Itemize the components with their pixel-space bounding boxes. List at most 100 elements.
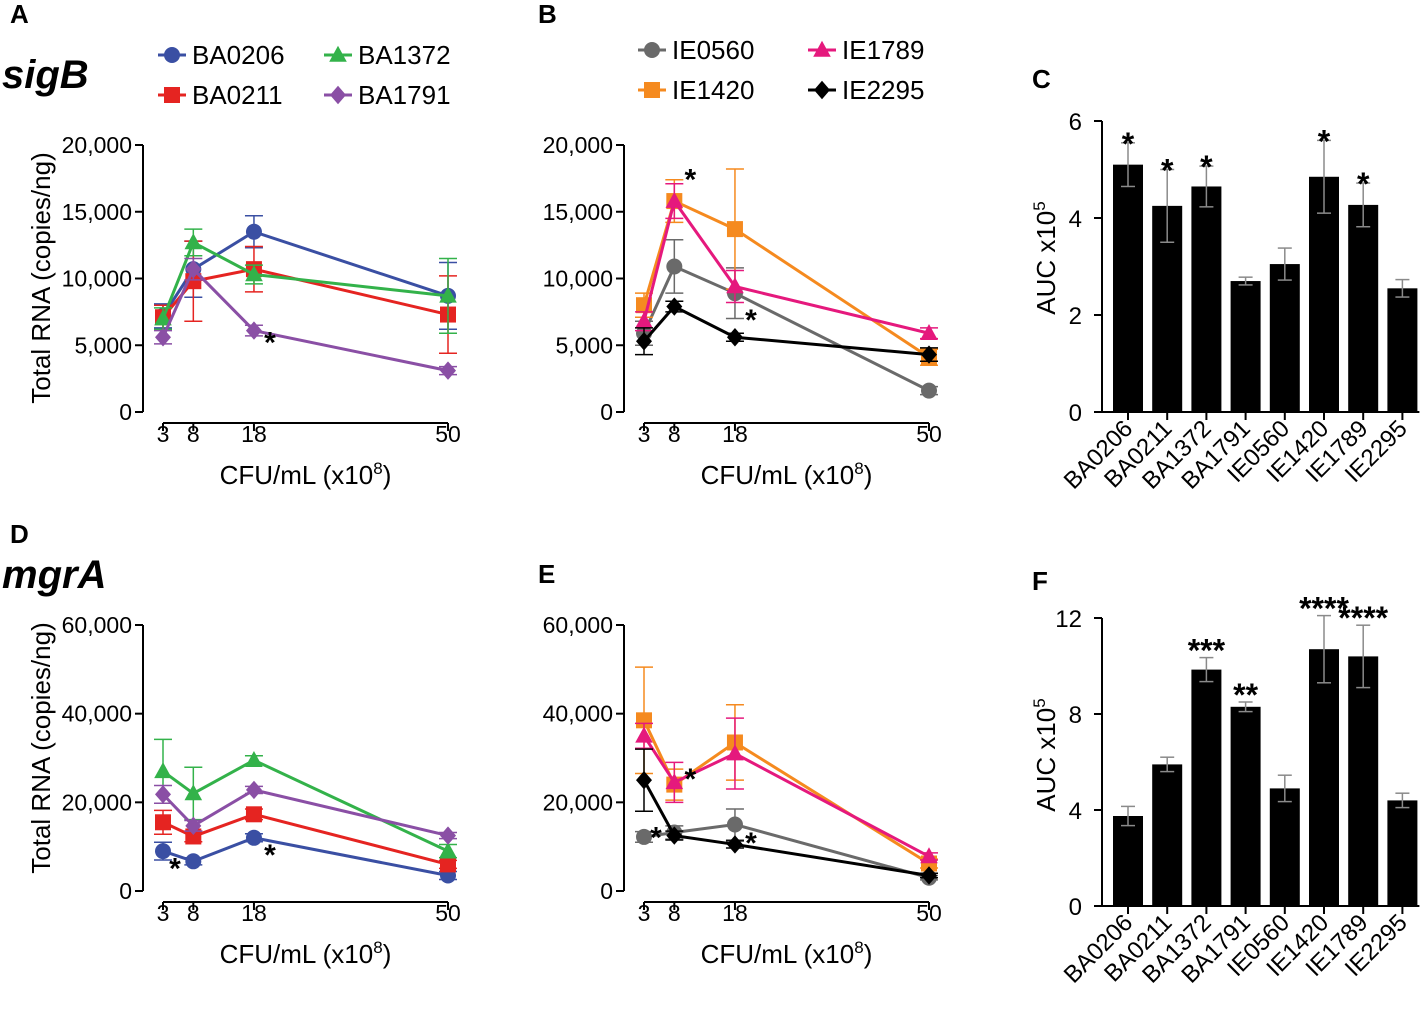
panel-a-line-chart: A 0 5,000 10,000 15,000 20,000 3 8 18 50 CFU/mL (x… xyxy=(10,0,461,490)
significance-star: * xyxy=(684,164,696,197)
series-ba1791 xyxy=(154,257,457,380)
series-line xyxy=(161,230,449,317)
legend-marker-triangle xyxy=(329,45,347,62)
series-ie1789 xyxy=(635,717,938,864)
series-ie1420 xyxy=(635,666,938,872)
x-tick-label: 3 xyxy=(638,900,651,926)
series-ba0211 xyxy=(154,806,457,873)
series-ba0206 xyxy=(154,829,457,884)
data-point-square xyxy=(440,856,456,873)
y-tick-label: 10,000 xyxy=(62,266,132,292)
bar-ba1791 xyxy=(1230,706,1261,906)
series-ie2295 xyxy=(635,297,938,364)
x-tick-label: 18 xyxy=(241,421,267,447)
panel-d-line-chart: D 0 20,000 40,000 60,000 3 8 18 50 CFU/mL (x108) T… xyxy=(10,519,461,969)
series-ie2295 xyxy=(635,748,938,885)
y-tick-label: 20,000 xyxy=(543,789,613,815)
bar-ie2295 xyxy=(1387,288,1418,412)
y-tick-label: 0 xyxy=(600,399,613,425)
y-tick-label: 10,000 xyxy=(543,266,613,292)
legend-marker-triangle xyxy=(813,40,831,57)
y-tick-label: 20,000 xyxy=(62,789,132,815)
bar-ba1372 xyxy=(1191,669,1222,906)
x-tick-label: 3 xyxy=(638,421,651,447)
series-ba1372 xyxy=(154,228,457,334)
series-line xyxy=(642,719,930,865)
series-ba1791 xyxy=(154,780,457,845)
panel-letter: E xyxy=(538,559,555,589)
x-tick-label: 50 xyxy=(916,421,942,447)
bar-ie0560 xyxy=(1269,788,1300,906)
series-line xyxy=(162,812,449,866)
y-tick-label: 0 xyxy=(119,878,132,904)
data-point-circle xyxy=(185,853,202,870)
data-point-triangle xyxy=(439,841,457,858)
x-tick-label: 8 xyxy=(187,900,200,926)
bar-ie1420 xyxy=(1309,176,1339,412)
y-tick-label: 40,000 xyxy=(543,701,613,727)
panel-b-line-chart: B 0 5,000 10,000 15,000 20,000 3 8 18 50 CFU/mL (x… xyxy=(538,0,942,490)
y-tick-label: 60,000 xyxy=(543,612,613,638)
bar-ie1789 xyxy=(1348,204,1379,412)
data-point-diamond xyxy=(666,826,683,845)
data-point-diamond xyxy=(726,328,743,347)
series-line xyxy=(642,735,930,858)
bar-ie0560 xyxy=(1269,264,1300,412)
bar-ba0206 xyxy=(1113,816,1143,906)
data-point-triangle xyxy=(665,191,684,208)
series-line xyxy=(162,758,449,853)
panel-letter: A xyxy=(10,0,29,29)
significance-star: * xyxy=(650,821,662,854)
y-axis-title: AUC x105 xyxy=(1030,201,1061,315)
data-point-diamond xyxy=(155,785,171,804)
data-point-diamond xyxy=(245,321,262,340)
data-point-diamond xyxy=(921,866,937,885)
data-point-diamond xyxy=(155,328,171,347)
data-point-diamond xyxy=(921,345,937,364)
data-point-circle xyxy=(921,382,937,399)
data-point-circle xyxy=(245,829,262,846)
data-point-triangle xyxy=(726,744,744,761)
x-tick-label: 18 xyxy=(722,421,748,447)
data-point-diamond xyxy=(726,835,743,854)
series-ba1372 xyxy=(154,738,457,859)
panel-e-line-chart: E 0 20,000 40,000 60,000 3 8 18 50 CFU/mL (x108) *… xyxy=(538,559,942,969)
data-point-triangle xyxy=(245,265,263,282)
significance-star: * xyxy=(264,327,276,360)
y-tick-label: 5,000 xyxy=(555,332,613,358)
y-tick-label: 4 xyxy=(1069,798,1082,825)
y-tick-label: 0 xyxy=(1069,400,1082,427)
data-point-diamond xyxy=(440,826,456,845)
data-point-triangle xyxy=(635,312,653,329)
legend-item-ba0206: BA0206 xyxy=(158,40,285,70)
x-tick-label: 3 xyxy=(157,900,170,926)
significance-star: **** xyxy=(1338,600,1388,636)
y-tick-label: 0 xyxy=(600,878,613,904)
series-line xyxy=(642,197,930,335)
panel-letter: F xyxy=(1032,566,1048,596)
x-tick-label: 8 xyxy=(668,421,681,447)
data-point-triangle xyxy=(665,773,684,790)
data-point-diamond xyxy=(636,332,652,351)
y-tick-label: 40,000 xyxy=(62,701,132,727)
y-axis-title: Total RNA (copies/ng) xyxy=(26,622,56,873)
data-point-diamond xyxy=(636,770,652,790)
legend-item-ie0560: IE0560 xyxy=(638,35,754,65)
y-tick-label: 15,000 xyxy=(62,199,132,225)
series-line xyxy=(161,267,449,319)
y-tick-label: 2 xyxy=(1069,303,1082,330)
y-tick-label: 60,000 xyxy=(62,612,132,638)
significance-star: * xyxy=(1161,153,1174,189)
legend-marker-circle xyxy=(164,47,180,63)
data-point-triangle xyxy=(920,847,938,864)
data-point-square xyxy=(155,814,171,831)
y-tick-label: 20,000 xyxy=(62,132,132,158)
series-line xyxy=(161,266,449,373)
panel-letter: B xyxy=(538,0,557,29)
x-tick-label: 50 xyxy=(435,900,461,926)
legend-label: BA1372 xyxy=(358,40,451,70)
legend-label: IE0560 xyxy=(672,35,754,65)
significance-star: * xyxy=(1357,166,1370,202)
data-point-triangle xyxy=(184,784,203,801)
